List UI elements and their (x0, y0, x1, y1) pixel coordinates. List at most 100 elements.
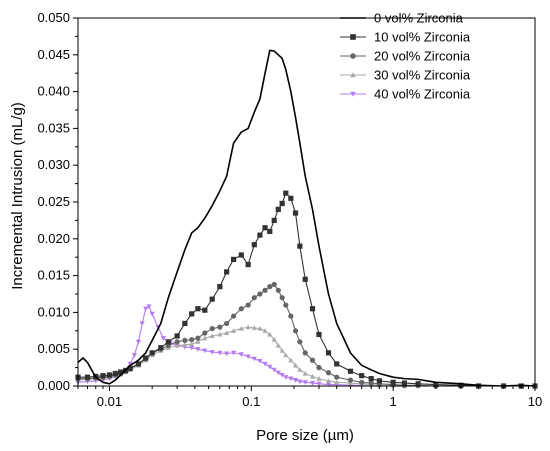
x-tick-label: 10 (528, 394, 542, 409)
data-point (245, 324, 251, 330)
data-point (334, 361, 340, 367)
legend-marker (350, 53, 356, 59)
data-point (238, 306, 244, 312)
data-point (288, 357, 294, 363)
data-point (292, 328, 299, 334)
data-point (189, 337, 195, 343)
data-point (257, 358, 263, 364)
data-point (347, 368, 354, 374)
legend: 0 vol% Zirconia 10 vol% Zirconia 20 vol% Z… (340, 11, 471, 102)
data-point (160, 336, 166, 341)
y-tick-label: 0.050 (37, 10, 70, 25)
data-point (189, 345, 195, 351)
data-point (279, 372, 285, 378)
data-point (112, 370, 118, 377)
data-point (195, 339, 201, 344)
data-point (189, 341, 195, 347)
data-point (279, 200, 285, 207)
data-point (297, 243, 303, 249)
data-point (309, 373, 316, 379)
data-point (325, 378, 332, 383)
data-point (390, 379, 396, 385)
data-point (245, 302, 251, 308)
y-tick-label: 0.035 (37, 120, 70, 135)
data-point (182, 342, 188, 347)
data-point (195, 347, 201, 352)
legend-label: 40 vol% Zirconia (374, 87, 471, 102)
data-point (209, 325, 215, 332)
data-point (209, 350, 215, 355)
series-0 (77, 49, 536, 387)
data-point (271, 217, 277, 223)
data-point (224, 320, 230, 327)
data-point (230, 350, 237, 356)
data-point (143, 306, 149, 312)
data-point (251, 325, 257, 330)
data-point (262, 287, 268, 293)
data-point (267, 331, 273, 337)
data-point (292, 362, 299, 368)
data-point (316, 365, 322, 371)
y-tick-label: 0.040 (37, 84, 70, 99)
data-point (376, 378, 383, 384)
data-point (275, 287, 281, 293)
data-point (368, 376, 374, 382)
data-point (251, 242, 257, 248)
data-point (283, 302, 289, 308)
data-point (271, 367, 277, 373)
data-point (251, 295, 257, 301)
data-point (100, 373, 106, 379)
data-point (279, 348, 285, 353)
data-point (238, 352, 244, 357)
data-point (347, 380, 354, 386)
series-line-2 (78, 283, 535, 387)
data-point (189, 311, 195, 317)
legend-item: 0 vol% Zirconia (340, 11, 464, 26)
axes-layer: 0.000 0.005 0.010 0.015 0.020 0.025 0.030 0.035… (37, 10, 542, 409)
data-point (275, 206, 281, 212)
legend-item: 40 vol% Zirconia (340, 87, 471, 102)
data-point (297, 379, 303, 385)
data-point (275, 342, 281, 348)
data-point (209, 296, 215, 302)
data-point (458, 382, 464, 388)
legend-marker (350, 72, 356, 78)
series-2 (75, 281, 538, 389)
series-line-0 (77, 49, 536, 387)
data-point (217, 324, 223, 330)
data-point (316, 331, 322, 338)
legend-label: 20 vol% Zirconia (374, 49, 471, 64)
y-tick-label: 0.020 (37, 231, 70, 246)
data-point (267, 284, 273, 290)
data-point (84, 374, 91, 380)
y-tick-label: 0.025 (37, 194, 70, 209)
data-point (174, 339, 180, 345)
data-point (143, 355, 149, 361)
data-point (224, 330, 230, 336)
data-point (401, 380, 407, 386)
x-tick-label: 0.01 (97, 394, 122, 409)
data-point (202, 330, 208, 336)
data-point (275, 370, 281, 376)
series-layer (75, 49, 538, 389)
data-point (283, 352, 289, 358)
data-point (288, 376, 294, 382)
data-point (202, 335, 208, 341)
data-point (230, 313, 237, 319)
data-point (202, 307, 208, 313)
data-point (302, 350, 308, 356)
data-point (302, 380, 308, 385)
data-point (257, 291, 263, 297)
data-point (283, 190, 289, 196)
data-point (217, 284, 223, 290)
legend-item: 20 vol% Zirconia (340, 49, 471, 64)
x-tick-label: 1 (390, 394, 397, 409)
data-point (309, 306, 316, 312)
data-point (174, 342, 180, 348)
data-point (325, 370, 332, 376)
data-point (433, 381, 439, 388)
data-point (135, 361, 142, 367)
data-point (316, 376, 322, 381)
data-point (325, 350, 332, 356)
